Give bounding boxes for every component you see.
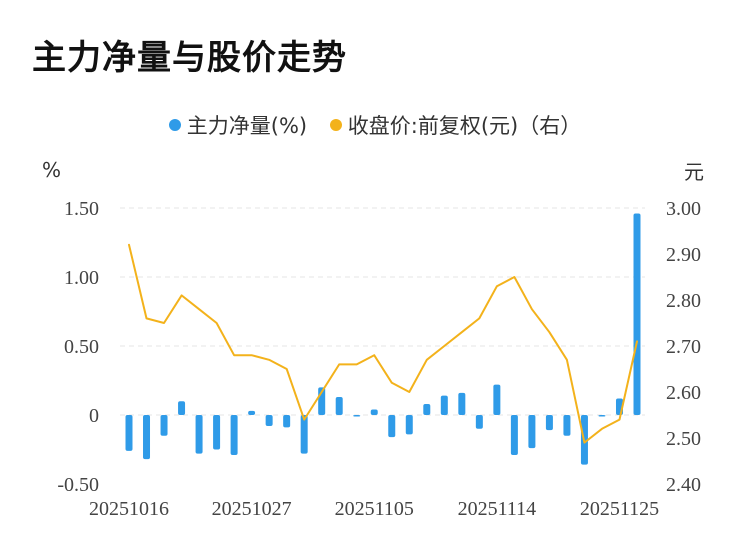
net-volume-bar	[388, 415, 396, 438]
net-volume-bar	[528, 415, 536, 449]
net-volume-bar	[510, 415, 518, 456]
left-axis-tick-label: 0	[89, 405, 99, 427]
legend-dot-net-icon	[168, 119, 181, 131]
net-volume-bar	[370, 409, 378, 415]
net-volume-bar	[248, 410, 256, 415]
net-volume-bar	[405, 415, 413, 435]
legend-item-net[interactable]: 主力净量(%)	[168, 110, 308, 140]
net-volume-bar	[213, 415, 221, 450]
net-volume-bar	[230, 415, 238, 456]
x-axis-tick-label: 20251105	[335, 498, 414, 520]
net-volume-bar	[283, 415, 291, 428]
right-axis-tick-label: 2.40	[666, 474, 701, 496]
chart-title: 主力净量与股价走势	[32, 38, 347, 78]
left-axis-tick-label: -0.50	[57, 474, 99, 496]
x-axis-tick-label: 20251016	[89, 498, 169, 520]
price-line	[128, 243, 638, 444]
legend-label-price: 收盘价:前复权(元)（右）	[347, 114, 582, 138]
net-volume-bar	[563, 415, 571, 436]
legend-dot-price-icon	[329, 119, 342, 131]
net-volume-bar	[143, 415, 151, 460]
net-volume-bar	[160, 415, 168, 436]
x-axis-tick-label: 20251027	[212, 498, 292, 520]
right-axis-tick-label: 3.00	[666, 198, 701, 220]
net-volume-bar	[335, 397, 343, 415]
net-volume-bar	[475, 415, 483, 429]
chart-legend: 主力净量(%) 收盘价:前复权(元)（右）	[0, 110, 750, 140]
net-volume-bar	[125, 415, 133, 451]
right-axis-tick-label: 2.60	[666, 382, 701, 404]
right-axis-tick-label: 2.90	[666, 244, 701, 266]
net-volume-bar	[545, 415, 553, 431]
right-axis-unit: 元	[684, 160, 704, 184]
net-volume-bar	[423, 403, 431, 415]
legend-item-price[interactable]: 收盘价:前复权(元)（右）	[329, 110, 582, 140]
net-volume-bar	[633, 213, 641, 415]
net-volume-bar	[300, 415, 308, 454]
left-axis-tick-label: 1.00	[64, 267, 99, 289]
net-volume-bar	[353, 415, 361, 417]
right-axis-tick-label: 2.80	[666, 290, 701, 312]
legend-label-net: 主力净量(%)	[186, 114, 308, 138]
net-volume-bar	[598, 415, 606, 417]
right-axis-tick-label: 2.70	[666, 336, 701, 358]
left-axis-tick-label: 1.50	[64, 198, 99, 220]
net-volume-bar	[493, 384, 501, 415]
left-axis-unit: %	[42, 158, 62, 182]
net-volume-bar	[195, 415, 203, 454]
net-volume-bar	[265, 415, 273, 427]
net-volume-bar	[458, 392, 466, 415]
right-axis-tick-label: 2.50	[666, 428, 701, 450]
net-volume-bar	[440, 395, 448, 415]
net-volume-bar	[178, 401, 186, 415]
left-axis-tick-label: 0.50	[64, 336, 99, 358]
x-axis-tick-label: 20251125	[580, 498, 659, 520]
x-axis-tick-label: 20251114	[458, 498, 537, 520]
